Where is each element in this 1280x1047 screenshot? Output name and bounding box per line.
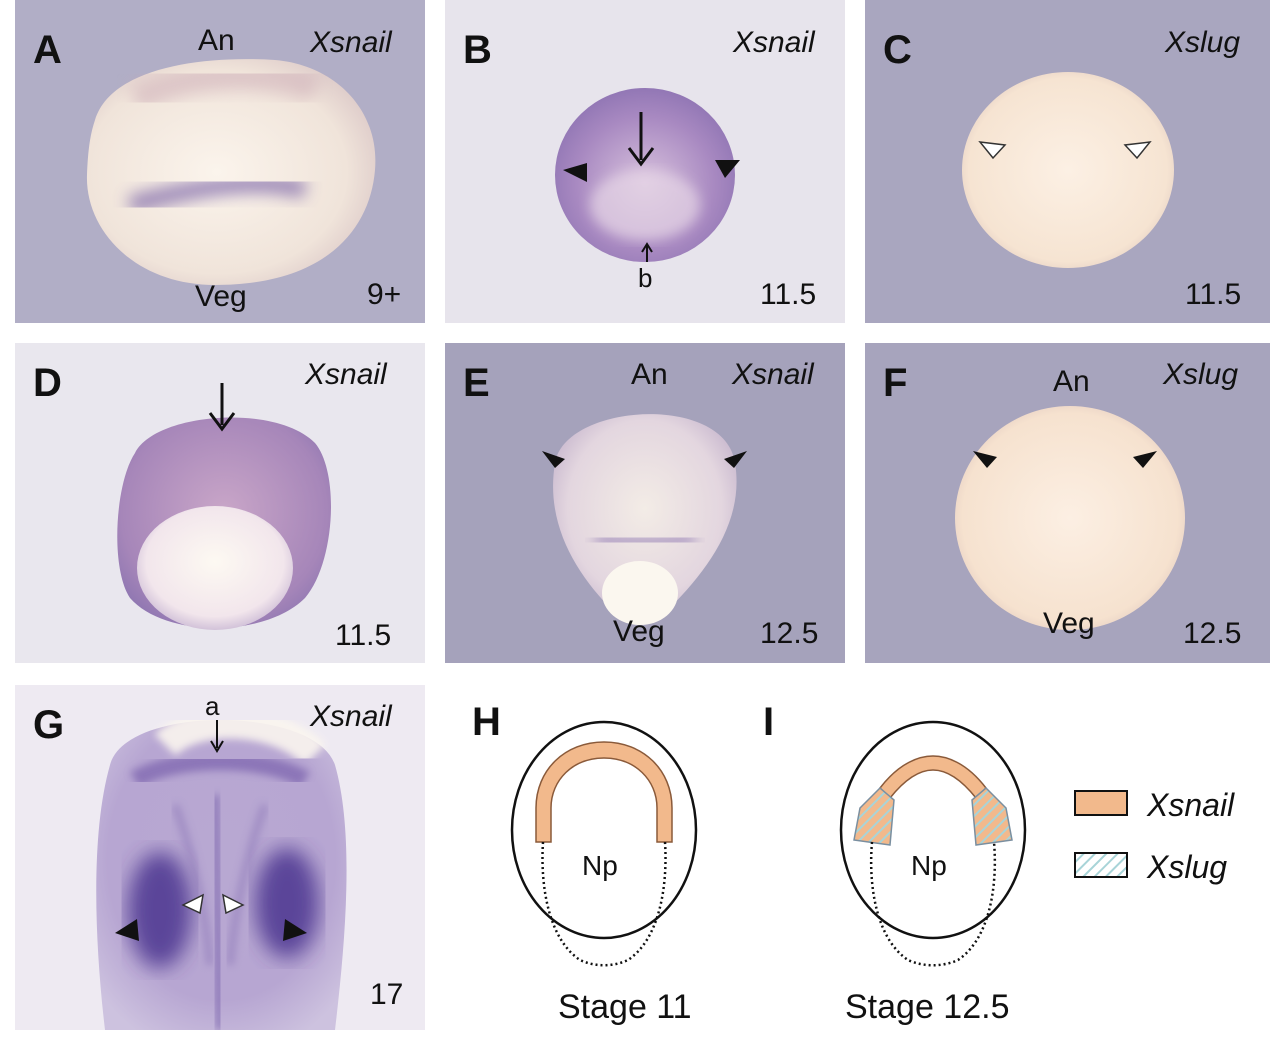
gene-label: Xsnail (733, 26, 815, 59)
left-arrowhead-icon (973, 451, 997, 468)
panel-b: B Xsnail b 11.5 (445, 0, 845, 323)
stage-label: 12.5 (1183, 617, 1242, 650)
panel-letter: H (472, 700, 501, 744)
gene-label: Xsnail (310, 26, 392, 59)
gene-label: Xsnail (305, 358, 387, 391)
left-arrowhead-icon (542, 451, 565, 468)
panel-e: E An Xsnail Veg 12.5 (445, 343, 845, 663)
schematic-svg (510, 720, 1128, 967)
stage-label: 12.5 (760, 617, 819, 650)
vegetal-pole-label: Veg (613, 615, 665, 648)
vegetal-pole-label: Veg (1043, 607, 1095, 640)
panel-letter: B (463, 28, 492, 72)
diagram-i (839, 720, 1027, 967)
right-arrowhead-icon (715, 160, 740, 178)
panel-letter: I (763, 700, 775, 744)
panel-letter: E (463, 361, 490, 405)
panel-b-photo (445, 0, 845, 323)
schematic-diagrams: H Np Stage 11 I Np Stage 12.5 Xsnail Xsl… (430, 680, 1280, 1047)
panel-f-photo (865, 343, 1270, 663)
gene-label: Xslug (1163, 358, 1239, 391)
stage-label: 17 (370, 978, 404, 1011)
panel-a-photo (15, 0, 425, 323)
panel-g: G a Xsnail 17 (15, 685, 425, 1030)
panel-letter: A (33, 28, 62, 72)
gene-label: Xslug (1165, 26, 1241, 59)
left-open-arrowhead-icon (978, 141, 1007, 160)
left-open-arrowhead-icon (181, 893, 204, 915)
neural-plate-label: Np (911, 850, 947, 881)
stage-label: 11.5 (1185, 278, 1242, 311)
stage-label: 9+ (367, 278, 402, 311)
panel-d-photo (15, 343, 425, 663)
diagram-caption: Stage 12.5 (845, 988, 1010, 1026)
diagram-h (510, 720, 698, 967)
stage-label: 11.5 (760, 278, 817, 311)
gene-label: Xsnail (732, 358, 814, 391)
animal-pole-label: An (198, 24, 235, 57)
stage-label: 11.5 (335, 619, 392, 652)
panel-c: C Xslug 11.5 (865, 0, 1270, 323)
gene-label: Xsnail (310, 700, 392, 733)
legend-label-xslug: Xslug (1147, 849, 1228, 885)
left-arrowhead-icon (563, 163, 587, 182)
panel-c-photo (865, 0, 1270, 323)
panel-a: A An Xsnail Veg 9+ (15, 0, 425, 323)
anterior-label: a (205, 691, 220, 721)
right-arrowhead-icon (1133, 451, 1157, 468)
vegetal-pole-label: Veg (195, 280, 247, 313)
panel-letter: G (33, 703, 65, 747)
right-arrowhead-icon (283, 919, 307, 941)
panel-d: D Xsnail 11.5 (15, 343, 425, 663)
xslug-domain-left (853, 786, 895, 846)
neural-plate-label: Np (582, 850, 618, 881)
legend-swatch-xsnail (1074, 790, 1128, 816)
neural-plate-outline (869, 841, 997, 967)
embryo-outline (839, 720, 1027, 940)
xsnail-domain (535, 741, 673, 843)
right-open-arrowhead-icon (222, 893, 245, 915)
animal-pole-label: An (1053, 365, 1090, 398)
right-open-arrowhead-icon (1123, 141, 1152, 160)
xslug-domain-right (971, 786, 1013, 846)
panel-g-photo (15, 685, 425, 1030)
left-arrowhead-icon (115, 919, 139, 941)
panel-f: F An Xslug Veg 12.5 (865, 343, 1270, 663)
panel-letter: C (883, 28, 912, 72)
blastopore-label: b (638, 263, 653, 293)
panel-letter: D (33, 361, 62, 405)
panel-e-photo (445, 343, 845, 663)
legend-swatch-xslug (1074, 852, 1128, 878)
panel-letter: F (883, 361, 908, 405)
diagram-caption: Stage 11 (558, 988, 692, 1026)
right-arrowhead-icon (724, 451, 747, 468)
animal-pole-label: An (631, 358, 668, 391)
legend-label-xsnail: Xsnail (1147, 787, 1235, 823)
